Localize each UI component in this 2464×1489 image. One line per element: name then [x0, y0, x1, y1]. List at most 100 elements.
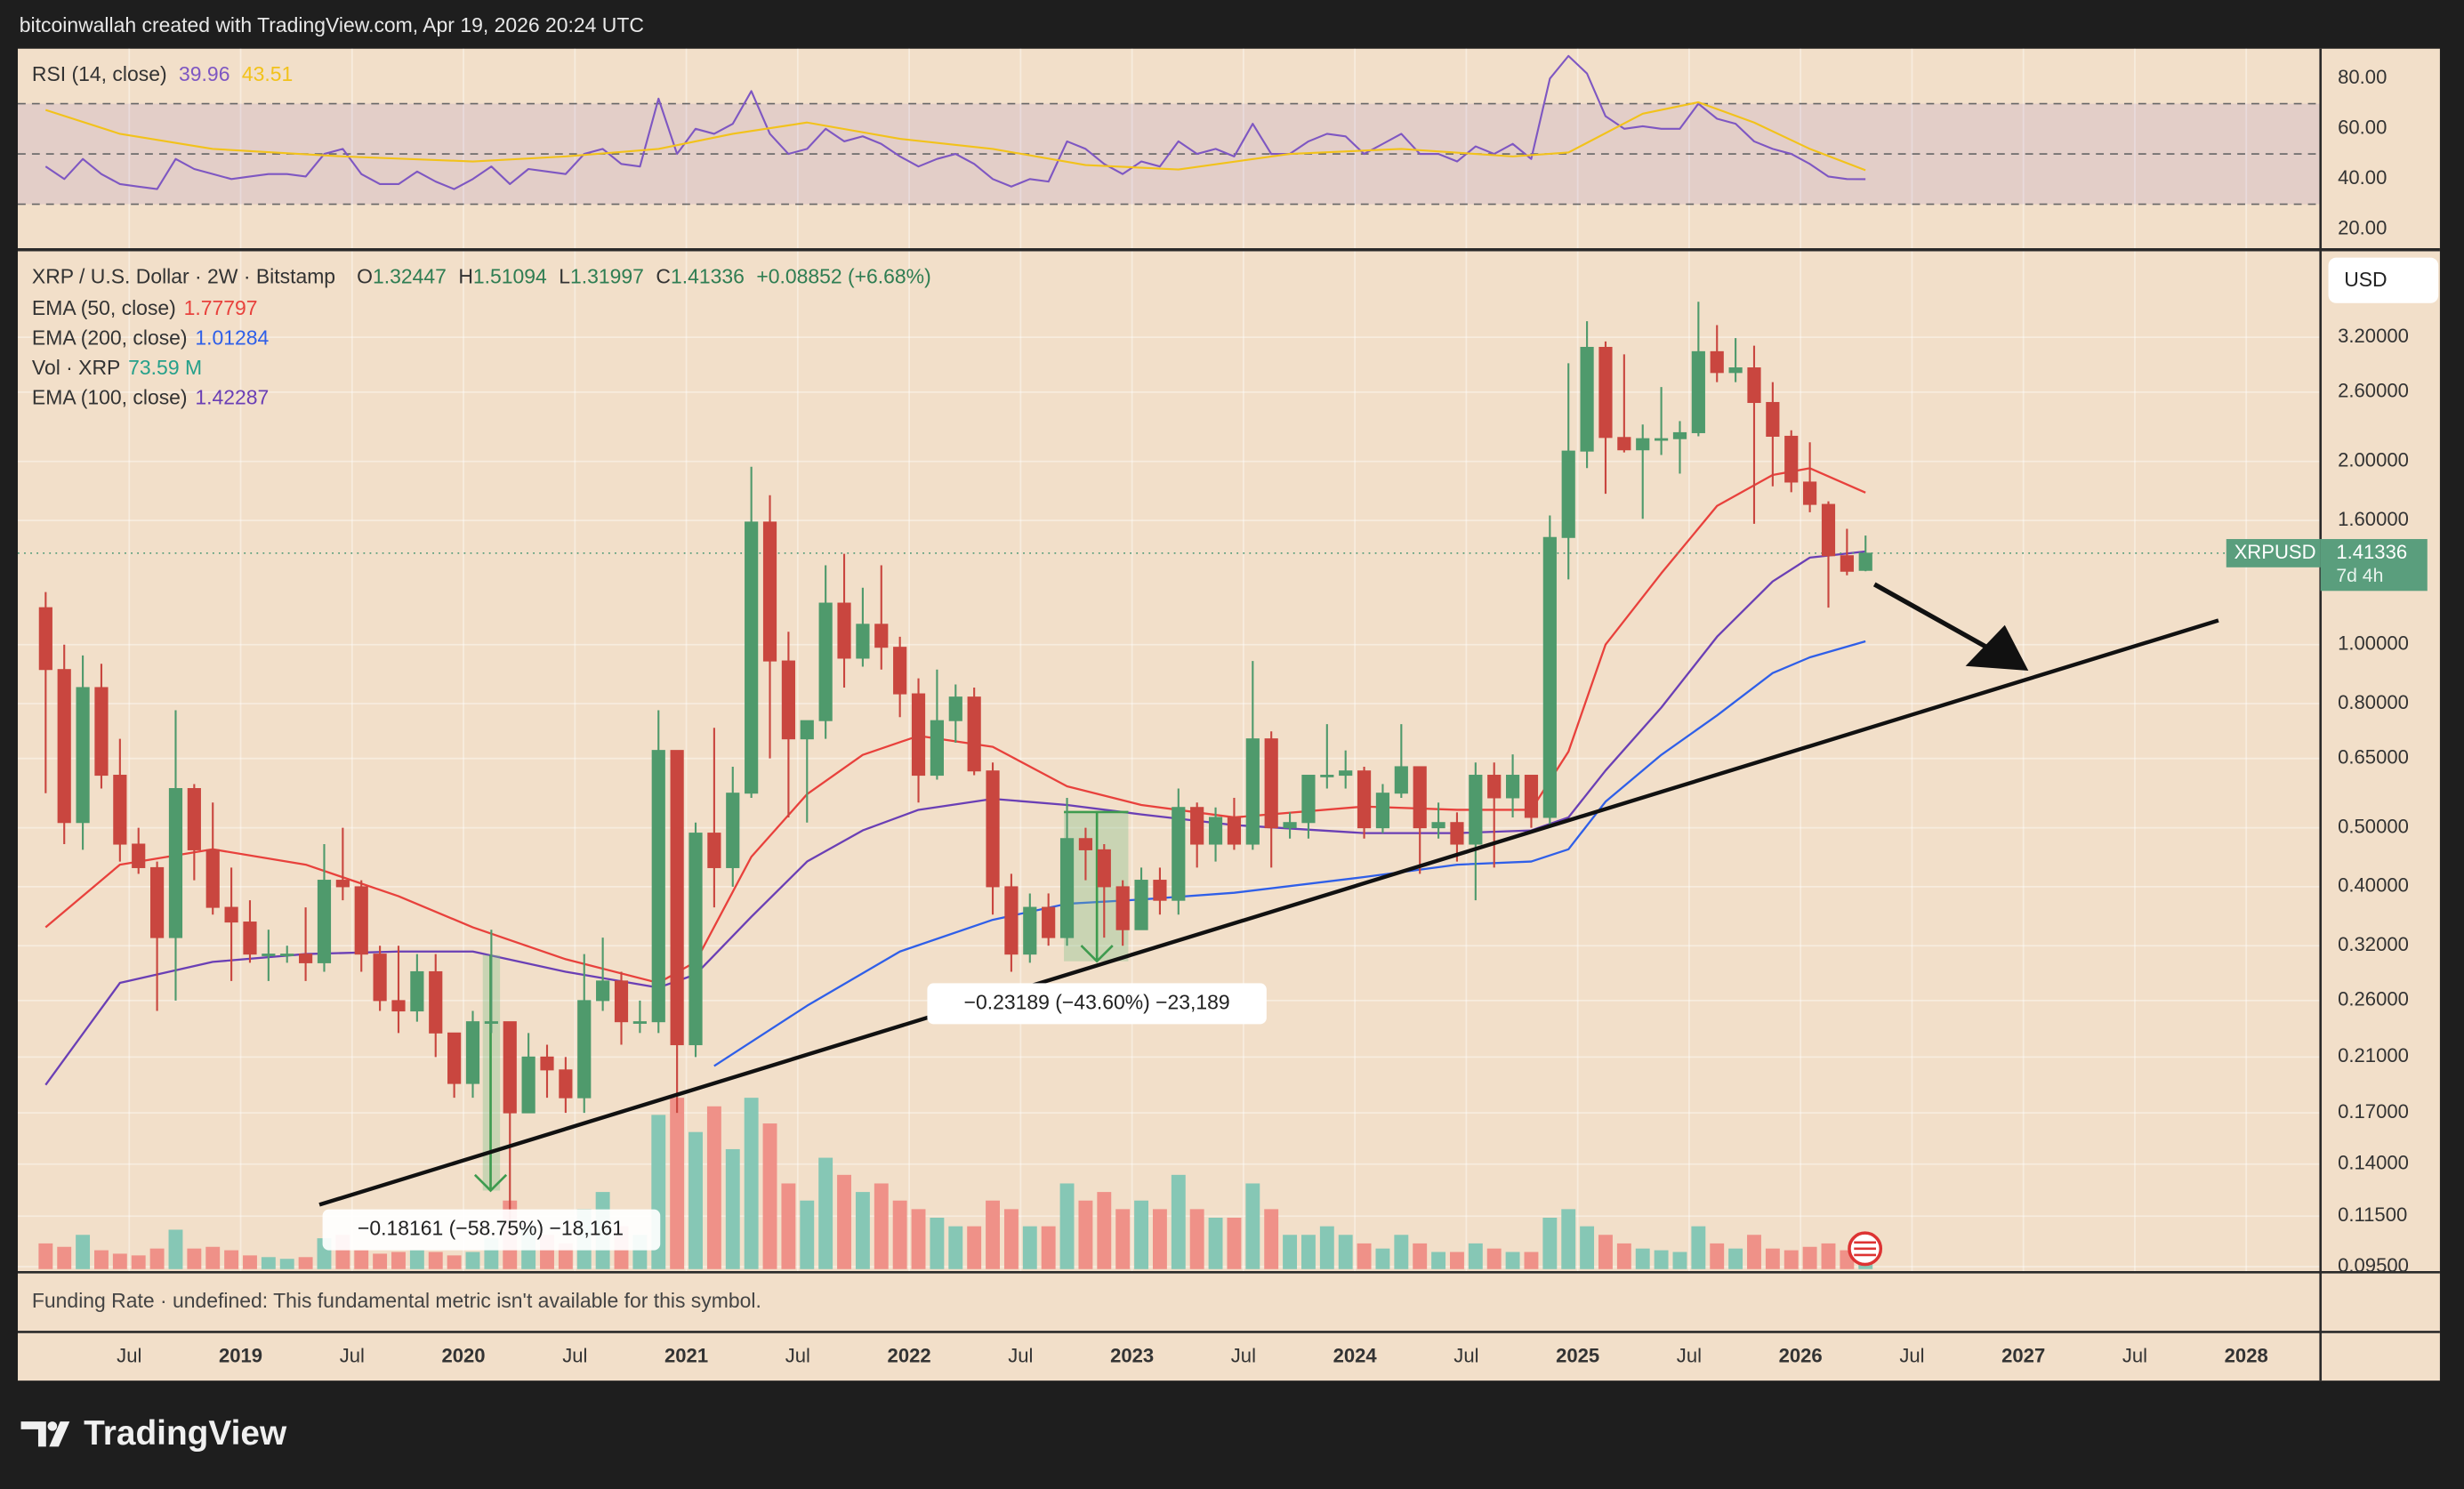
candle-body — [57, 669, 71, 824]
candle-body — [410, 970, 424, 1012]
volume-bar — [1300, 1235, 1316, 1269]
candle-body — [168, 788, 183, 938]
y-tick-label: 0.21000 — [2338, 1044, 2409, 1066]
currency-button[interactable] — [2328, 257, 2439, 303]
volume-bar — [948, 1226, 963, 1269]
volume-bar — [38, 1243, 53, 1269]
candle-body — [967, 696, 981, 772]
volume-bar — [1821, 1243, 1836, 1269]
x-tick-label: Jul — [1453, 1344, 1478, 1366]
arrow-shaft — [1872, 582, 1993, 653]
volume-bar — [1171, 1174, 1186, 1269]
candle-body — [800, 720, 814, 740]
candle-body — [373, 954, 387, 1002]
candle-body — [1431, 822, 1445, 829]
candle-body — [1357, 770, 1372, 829]
volume-bar — [670, 1098, 685, 1269]
x-tick-label: Jul — [785, 1344, 810, 1366]
rsi-name: RSI (14, close) — [32, 62, 167, 85]
x-tick-label: Jul — [2122, 1344, 2147, 1366]
volume-bar — [409, 1250, 424, 1269]
candle-body — [893, 647, 907, 695]
candle-body — [132, 843, 146, 868]
candle-body — [1059, 838, 1075, 938]
main-legend: XRP / U.S. Dollar · 2W · Bitstamp O1.324… — [32, 265, 931, 288]
candle-body — [1858, 552, 1872, 571]
legend-name: EMA (50, close) — [32, 296, 176, 319]
x-tick-label: 2019 — [219, 1344, 262, 1366]
candle-body — [38, 607, 52, 671]
ohlc-value: 1.31997 — [570, 265, 644, 288]
y-tick-label: 2.00000 — [2338, 449, 2409, 471]
candle-body — [447, 1032, 462, 1084]
grid — [18, 48, 2321, 1273]
volume-bar — [1227, 1217, 1242, 1269]
x-tick-label: Jul — [1899, 1344, 1924, 1366]
y-tick-label: 0.17000 — [2338, 1100, 2409, 1123]
candle-body — [94, 687, 109, 777]
volume-bar — [1598, 1235, 1613, 1269]
volume-bar — [1394, 1235, 1409, 1269]
candle-body — [1840, 555, 1854, 572]
y-tick-label: 0.11500 — [2338, 1203, 2407, 1226]
volume-bar — [428, 1252, 443, 1269]
volume-bar — [855, 1192, 870, 1269]
candle-body — [1394, 766, 1408, 794]
volume-bar — [1561, 1209, 1576, 1269]
volume-bar — [1097, 1192, 1112, 1269]
candle-body — [113, 775, 127, 845]
volume-bar — [373, 1253, 388, 1269]
candle-body — [1561, 450, 1575, 538]
candle-body — [651, 750, 665, 1023]
candle-body — [986, 770, 1000, 888]
legend-entry: EMA (200, close) 1.01284 — [32, 326, 270, 349]
volume-bar — [1784, 1250, 1799, 1269]
y-tick-label: 0.40000 — [2338, 874, 2409, 897]
candles — [38, 302, 1872, 1228]
volume-bar — [1375, 1248, 1390, 1269]
volume-bar — [1728, 1248, 1743, 1269]
volume-bar — [1152, 1209, 1167, 1269]
change: +0.08852 (+6.68%) — [756, 265, 930, 288]
candle-body — [503, 1021, 517, 1114]
volume-bar — [1264, 1209, 1279, 1269]
ema-line — [44, 467, 1866, 985]
volume-bar — [1710, 1243, 1725, 1269]
volume-bar — [149, 1248, 165, 1269]
candle-body — [1208, 817, 1223, 845]
candle-body — [762, 521, 777, 662]
candle-body — [614, 980, 629, 1023]
rsi-tick-label: 40.00 — [2338, 166, 2387, 189]
x-tick-label: Jul — [1231, 1344, 1256, 1366]
candle-body — [837, 602, 851, 659]
ema-line — [713, 640, 1866, 1067]
rsi-ma-value: 43.51 — [242, 62, 293, 85]
candle-body — [1710, 350, 1724, 374]
volume-bar — [818, 1157, 833, 1269]
rsi-legend: RSI (14, close) 39.96 43.51 — [32, 62, 293, 85]
chart-canvas — [18, 48, 2440, 1381]
candle-body — [187, 788, 201, 850]
measure-arrow — [1080, 945, 1114, 963]
volume-bar — [298, 1257, 313, 1269]
volume-bar — [911, 1209, 926, 1269]
volume-bar — [1468, 1243, 1483, 1269]
volume-bar — [781, 1183, 796, 1269]
ohlc-value: 1.41336 — [671, 265, 745, 288]
y-tick-label: 0.14000 — [2338, 1152, 2409, 1174]
rsi-pane — [18, 54, 2321, 205]
candle-body — [596, 980, 610, 1002]
candle-body — [1505, 775, 1520, 799]
last-price-label: XRPUSD 1.41336 7d 4h — [2226, 539, 2428, 592]
volume-bar — [1022, 1226, 1037, 1269]
candle-body — [856, 624, 870, 659]
volume-bar — [1189, 1209, 1204, 1269]
volume-bar — [1450, 1252, 1464, 1269]
x-tick-label: Jul — [340, 1344, 365, 1366]
volume-bar — [1691, 1226, 1706, 1269]
trend-line — [318, 618, 2219, 1207]
volume-bar — [1765, 1248, 1780, 1269]
legend-name: Vol · XRP — [32, 356, 120, 379]
volume-bar — [706, 1106, 721, 1269]
